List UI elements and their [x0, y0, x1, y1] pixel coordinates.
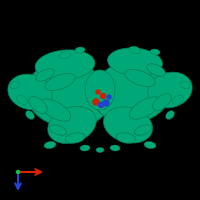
Ellipse shape: [49, 125, 67, 135]
Ellipse shape: [48, 106, 96, 144]
Ellipse shape: [36, 69, 54, 81]
Ellipse shape: [80, 145, 90, 151]
Ellipse shape: [85, 70, 115, 110]
Circle shape: [101, 94, 106, 98]
Circle shape: [98, 102, 104, 108]
Ellipse shape: [39, 99, 71, 121]
Ellipse shape: [44, 141, 56, 149]
Ellipse shape: [96, 148, 104, 152]
Ellipse shape: [125, 69, 155, 87]
Ellipse shape: [172, 95, 184, 105]
Ellipse shape: [129, 46, 141, 54]
Ellipse shape: [59, 51, 71, 59]
Ellipse shape: [26, 62, 110, 128]
Ellipse shape: [103, 107, 153, 143]
Ellipse shape: [180, 81, 190, 89]
Ellipse shape: [35, 50, 95, 80]
Ellipse shape: [153, 94, 171, 110]
Ellipse shape: [10, 81, 20, 89]
Ellipse shape: [129, 97, 161, 119]
Ellipse shape: [110, 145, 120, 151]
Circle shape: [107, 95, 111, 99]
Ellipse shape: [65, 133, 85, 143]
Ellipse shape: [26, 111, 34, 119]
Ellipse shape: [134, 125, 152, 135]
Ellipse shape: [166, 111, 174, 119]
Ellipse shape: [92, 61, 172, 123]
Circle shape: [93, 99, 99, 105]
Ellipse shape: [29, 97, 47, 113]
Ellipse shape: [147, 64, 165, 76]
Ellipse shape: [16, 95, 28, 105]
Circle shape: [16, 170, 20, 173]
Ellipse shape: [144, 141, 156, 149]
Ellipse shape: [148, 72, 192, 108]
Ellipse shape: [75, 47, 85, 53]
Ellipse shape: [108, 48, 162, 76]
Ellipse shape: [8, 74, 52, 110]
Ellipse shape: [116, 133, 136, 143]
Circle shape: [103, 100, 109, 106]
Ellipse shape: [150, 49, 160, 55]
Circle shape: [96, 90, 100, 94]
Ellipse shape: [45, 73, 75, 91]
